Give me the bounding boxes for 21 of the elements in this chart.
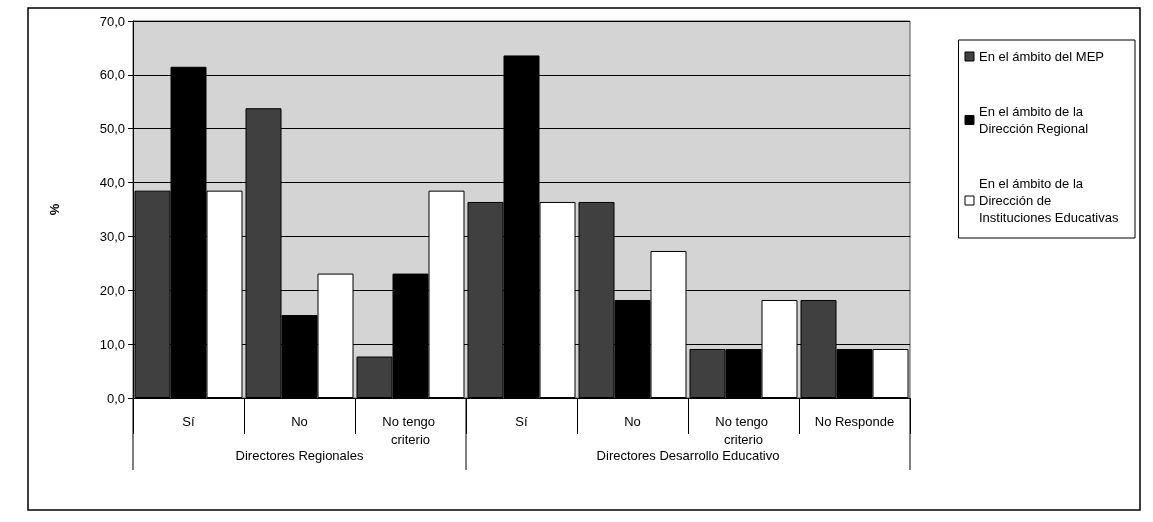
y-tick-label: 0,0 [106, 390, 125, 406]
x-tick-label: No [291, 413, 308, 429]
legend-label: En el ámbito de la Dirección de Instituciones Educativas [979, 176, 1119, 225]
y-axis-title: % [47, 203, 62, 216]
text: Directores Regionales [235, 447, 364, 463]
y-tick-label: 10,0 [99, 336, 125, 352]
y-tick-label: 70,0 [99, 13, 125, 29]
y-tick-label: 40,0 [99, 175, 125, 191]
y-tick-label: 50,0 [99, 121, 125, 137]
x-tick-label: Sí [182, 413, 196, 429]
legend-label: En el ámbito del MEP [979, 49, 1105, 64]
x-tick-label: No [624, 413, 641, 429]
x-tick-label: No Responde [814, 413, 895, 429]
y-tick-label: 60,0 [99, 67, 125, 83]
y-tick-label: 30,0 [99, 228, 125, 244]
x-tick-label: No tengo criterio [382, 413, 439, 447]
y-tick-label: 20,0 [99, 282, 125, 298]
text: Directores Desarrollo Educativo [596, 447, 780, 463]
x-tick-label: No tengo criterio [715, 413, 772, 447]
x-tick-label: Sí [515, 413, 529, 429]
legend-label: En el ámbito de la Dirección Regional [979, 104, 1089, 136]
